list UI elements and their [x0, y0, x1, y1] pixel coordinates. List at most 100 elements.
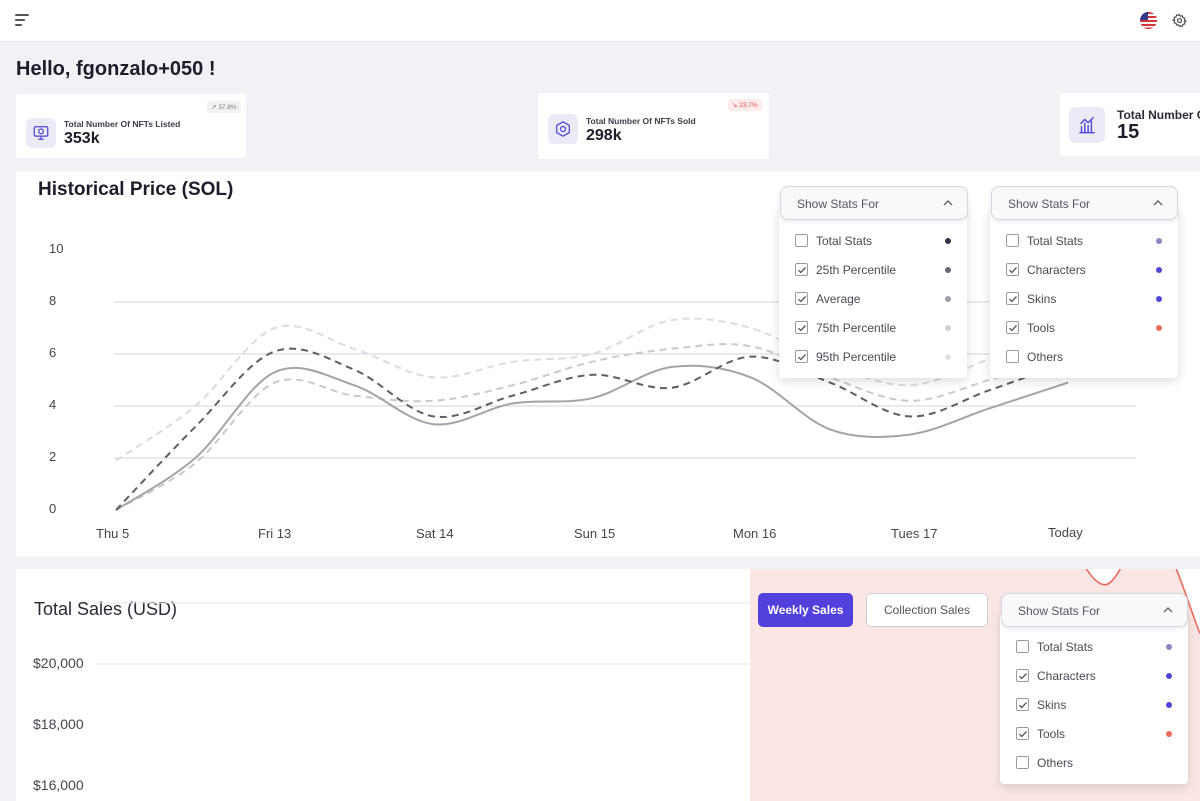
- historical-price-chart: [114, 301, 1136, 511]
- stats-option[interactable]: 25th Percentile: [795, 261, 951, 279]
- historical-price-title: Historical Price (SOL): [38, 179, 234, 200]
- stat-value: 298k: [586, 127, 622, 144]
- stats-dropdown-list-1: Total Stats 25th Percentile Average 75th Pe…: [779, 206, 967, 378]
- us-flag-icon[interactable]: [1140, 12, 1157, 29]
- checkbox[interactable]: [1016, 669, 1029, 682]
- show-stats-dropdown-2[interactable]: Show Stats For: [991, 186, 1178, 220]
- stats-option[interactable]: Others: [1006, 348, 1162, 366]
- option-label: Skins: [1027, 292, 1057, 306]
- stats-option[interactable]: Average: [795, 290, 951, 308]
- checkbox[interactable]: [1006, 263, 1019, 276]
- option-label: 75th Percentile: [816, 321, 897, 335]
- checkbox[interactable]: [1016, 727, 1029, 740]
- legend-color-dot: [945, 296, 951, 302]
- y-tick-label: 2: [49, 449, 57, 464]
- sales-show-stats-dropdown[interactable]: Show Stats For: [1001, 593, 1188, 627]
- stats-option[interactable]: Total Stats: [1006, 232, 1162, 250]
- legend-color-dot: [1156, 238, 1162, 244]
- chevron-up-icon: [1163, 607, 1173, 613]
- option-label: Skins: [1037, 698, 1067, 712]
- checkbox[interactable]: [795, 292, 808, 305]
- checkbox[interactable]: [795, 350, 808, 363]
- option-label: Average: [816, 292, 861, 306]
- stats-option[interactable]: Tools: [1006, 319, 1162, 337]
- option-label: Others: [1027, 350, 1064, 364]
- stat-label: Total Number Of NFTs Listed: [64, 119, 181, 129]
- nft-hexagon-icon: [548, 114, 578, 144]
- stats-option[interactable]: Total Stats: [1016, 638, 1172, 656]
- checkbox[interactable]: [1006, 321, 1019, 334]
- y-tick-label: 8: [49, 293, 57, 308]
- checkbox[interactable]: [795, 263, 808, 276]
- chevron-up-icon: [1153, 200, 1163, 206]
- option-label: Tools: [1027, 321, 1056, 335]
- stat-value: 15: [1117, 121, 1140, 143]
- option-label: 25th Percentile: [816, 263, 897, 277]
- legend-color-dot: [945, 325, 951, 331]
- checkbox[interactable]: [1016, 640, 1029, 653]
- checkmark-icon: [798, 267, 806, 274]
- y-tick-label: $16,000: [33, 777, 84, 793]
- checkbox[interactable]: [795, 234, 808, 247]
- stat-card-third: Total Number C 15: [1060, 93, 1200, 156]
- checkmark-icon: [1009, 296, 1017, 303]
- monitor-nft-icon: [26, 118, 56, 148]
- y-tick-label: 10: [49, 241, 64, 256]
- option-label: Total Stats: [816, 234, 873, 248]
- stats-option[interactable]: Tools: [1016, 725, 1172, 743]
- stats-option[interactable]: Skins: [1016, 696, 1172, 714]
- stats-option[interactable]: Characters: [1006, 261, 1162, 279]
- legend-color-dot: [1166, 673, 1172, 679]
- x-tick-label: Sun 15: [574, 526, 616, 541]
- x-tick-label: Fri 13: [258, 526, 292, 541]
- chevron-up-icon: [943, 200, 953, 206]
- y-tick-label: 4: [49, 397, 57, 412]
- show-stats-dropdown-1[interactable]: Show Stats For: [780, 186, 968, 220]
- legend-color-dot: [1166, 644, 1172, 650]
- collection-sales-button[interactable]: Collection Sales: [866, 593, 988, 627]
- dropdown-label: Show Stats For: [1008, 197, 1091, 211]
- legend-color-dot: [1156, 296, 1162, 302]
- legend-color-dot: [945, 354, 951, 360]
- stat-label: Total Number C: [1117, 108, 1200, 122]
- stat-card-nfts-listed: Total Number Of NFTs Listed 353k ↗ 37.8%: [16, 94, 246, 158]
- y-tick-label: $18,000: [33, 716, 84, 732]
- hamburger-menu-icon[interactable]: [15, 14, 29, 26]
- stat-value: 353k: [64, 130, 100, 147]
- x-tick-label: Today: [1048, 525, 1083, 540]
- greeting-heading: Hello, fgonzalo+050 !: [16, 58, 216, 80]
- stats-option[interactable]: 75th Percentile: [795, 319, 951, 337]
- legend-color-dot: [945, 267, 951, 273]
- x-tick-label: Tues 17: [891, 526, 938, 541]
- weekly-sales-button[interactable]: Weekly Sales: [758, 593, 853, 627]
- checkmark-icon: [1019, 731, 1027, 738]
- series-line-average: [115, 364, 1069, 511]
- checkbox[interactable]: [1016, 698, 1029, 711]
- option-label: Total Stats: [1027, 234, 1084, 248]
- checkmark-icon: [1009, 267, 1017, 274]
- option-label: Total Stats: [1037, 640, 1094, 654]
- stats-option[interactable]: Skins: [1006, 290, 1162, 308]
- building-chart-icon: [1069, 107, 1105, 143]
- checkbox[interactable]: [1016, 756, 1029, 769]
- option-label: Others: [1037, 756, 1074, 770]
- option-label: 95th Percentile: [816, 350, 897, 364]
- checkbox[interactable]: [1006, 234, 1019, 247]
- legend-color-dot: [1166, 731, 1172, 737]
- checkbox[interactable]: [1006, 292, 1019, 305]
- trend-down-badge: ↘ 23.7%: [728, 99, 762, 111]
- sales-stats-dropdown-list: Total Stats Characters Skins Tools Others: [1000, 612, 1188, 784]
- y-tick-label: 0: [49, 501, 57, 516]
- stats-option[interactable]: Others: [1016, 754, 1172, 772]
- series-line-75th-percentile: [115, 343, 1069, 511]
- stats-option[interactable]: Total Stats: [795, 232, 951, 250]
- checkbox[interactable]: [795, 321, 808, 334]
- stats-option[interactable]: Characters: [1016, 667, 1172, 685]
- gear-icon[interactable]: [1171, 13, 1188, 28]
- stats-option[interactable]: 95th Percentile: [795, 348, 951, 366]
- option-label: Tools: [1037, 727, 1066, 741]
- series-line-25th-percentile: [115, 347, 1069, 511]
- option-label: Characters: [1027, 263, 1086, 277]
- checkbox[interactable]: [1006, 350, 1019, 363]
- legend-color-dot: [1166, 702, 1172, 708]
